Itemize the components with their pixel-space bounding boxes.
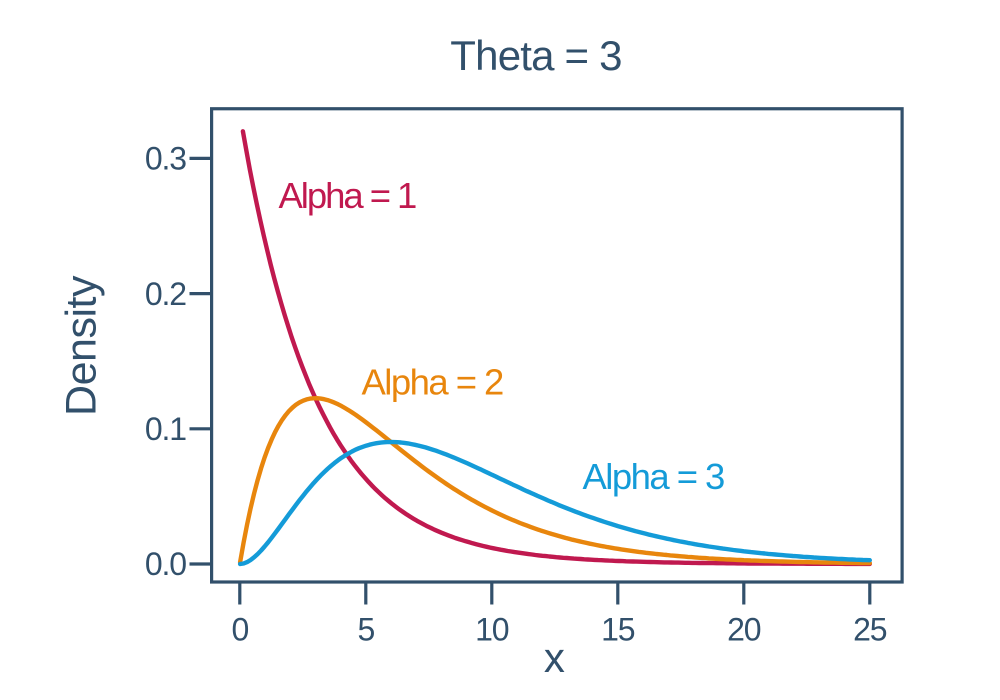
svg-text:Theta = 3: Theta = 3: [450, 32, 621, 79]
svg-text:Density: Density: [58, 275, 106, 416]
svg-text:x: x: [544, 634, 565, 681]
svg-text:Alpha = 3: Alpha = 3: [583, 456, 725, 497]
svg-text:0.0: 0.0: [145, 546, 186, 582]
svg-text:20: 20: [727, 611, 761, 647]
svg-text:25: 25: [853, 611, 887, 647]
svg-text:Alpha = 2: Alpha = 2: [362, 361, 504, 402]
svg-text:5: 5: [357, 611, 374, 647]
svg-text:0: 0: [231, 611, 248, 647]
svg-text:15: 15: [601, 611, 635, 647]
svg-text:0.3: 0.3: [145, 141, 186, 177]
svg-text:0.1: 0.1: [145, 411, 186, 447]
svg-text:Alpha = 1: Alpha = 1: [279, 175, 417, 216]
svg-text:0.2: 0.2: [145, 276, 186, 312]
svg-text:10: 10: [475, 611, 509, 647]
